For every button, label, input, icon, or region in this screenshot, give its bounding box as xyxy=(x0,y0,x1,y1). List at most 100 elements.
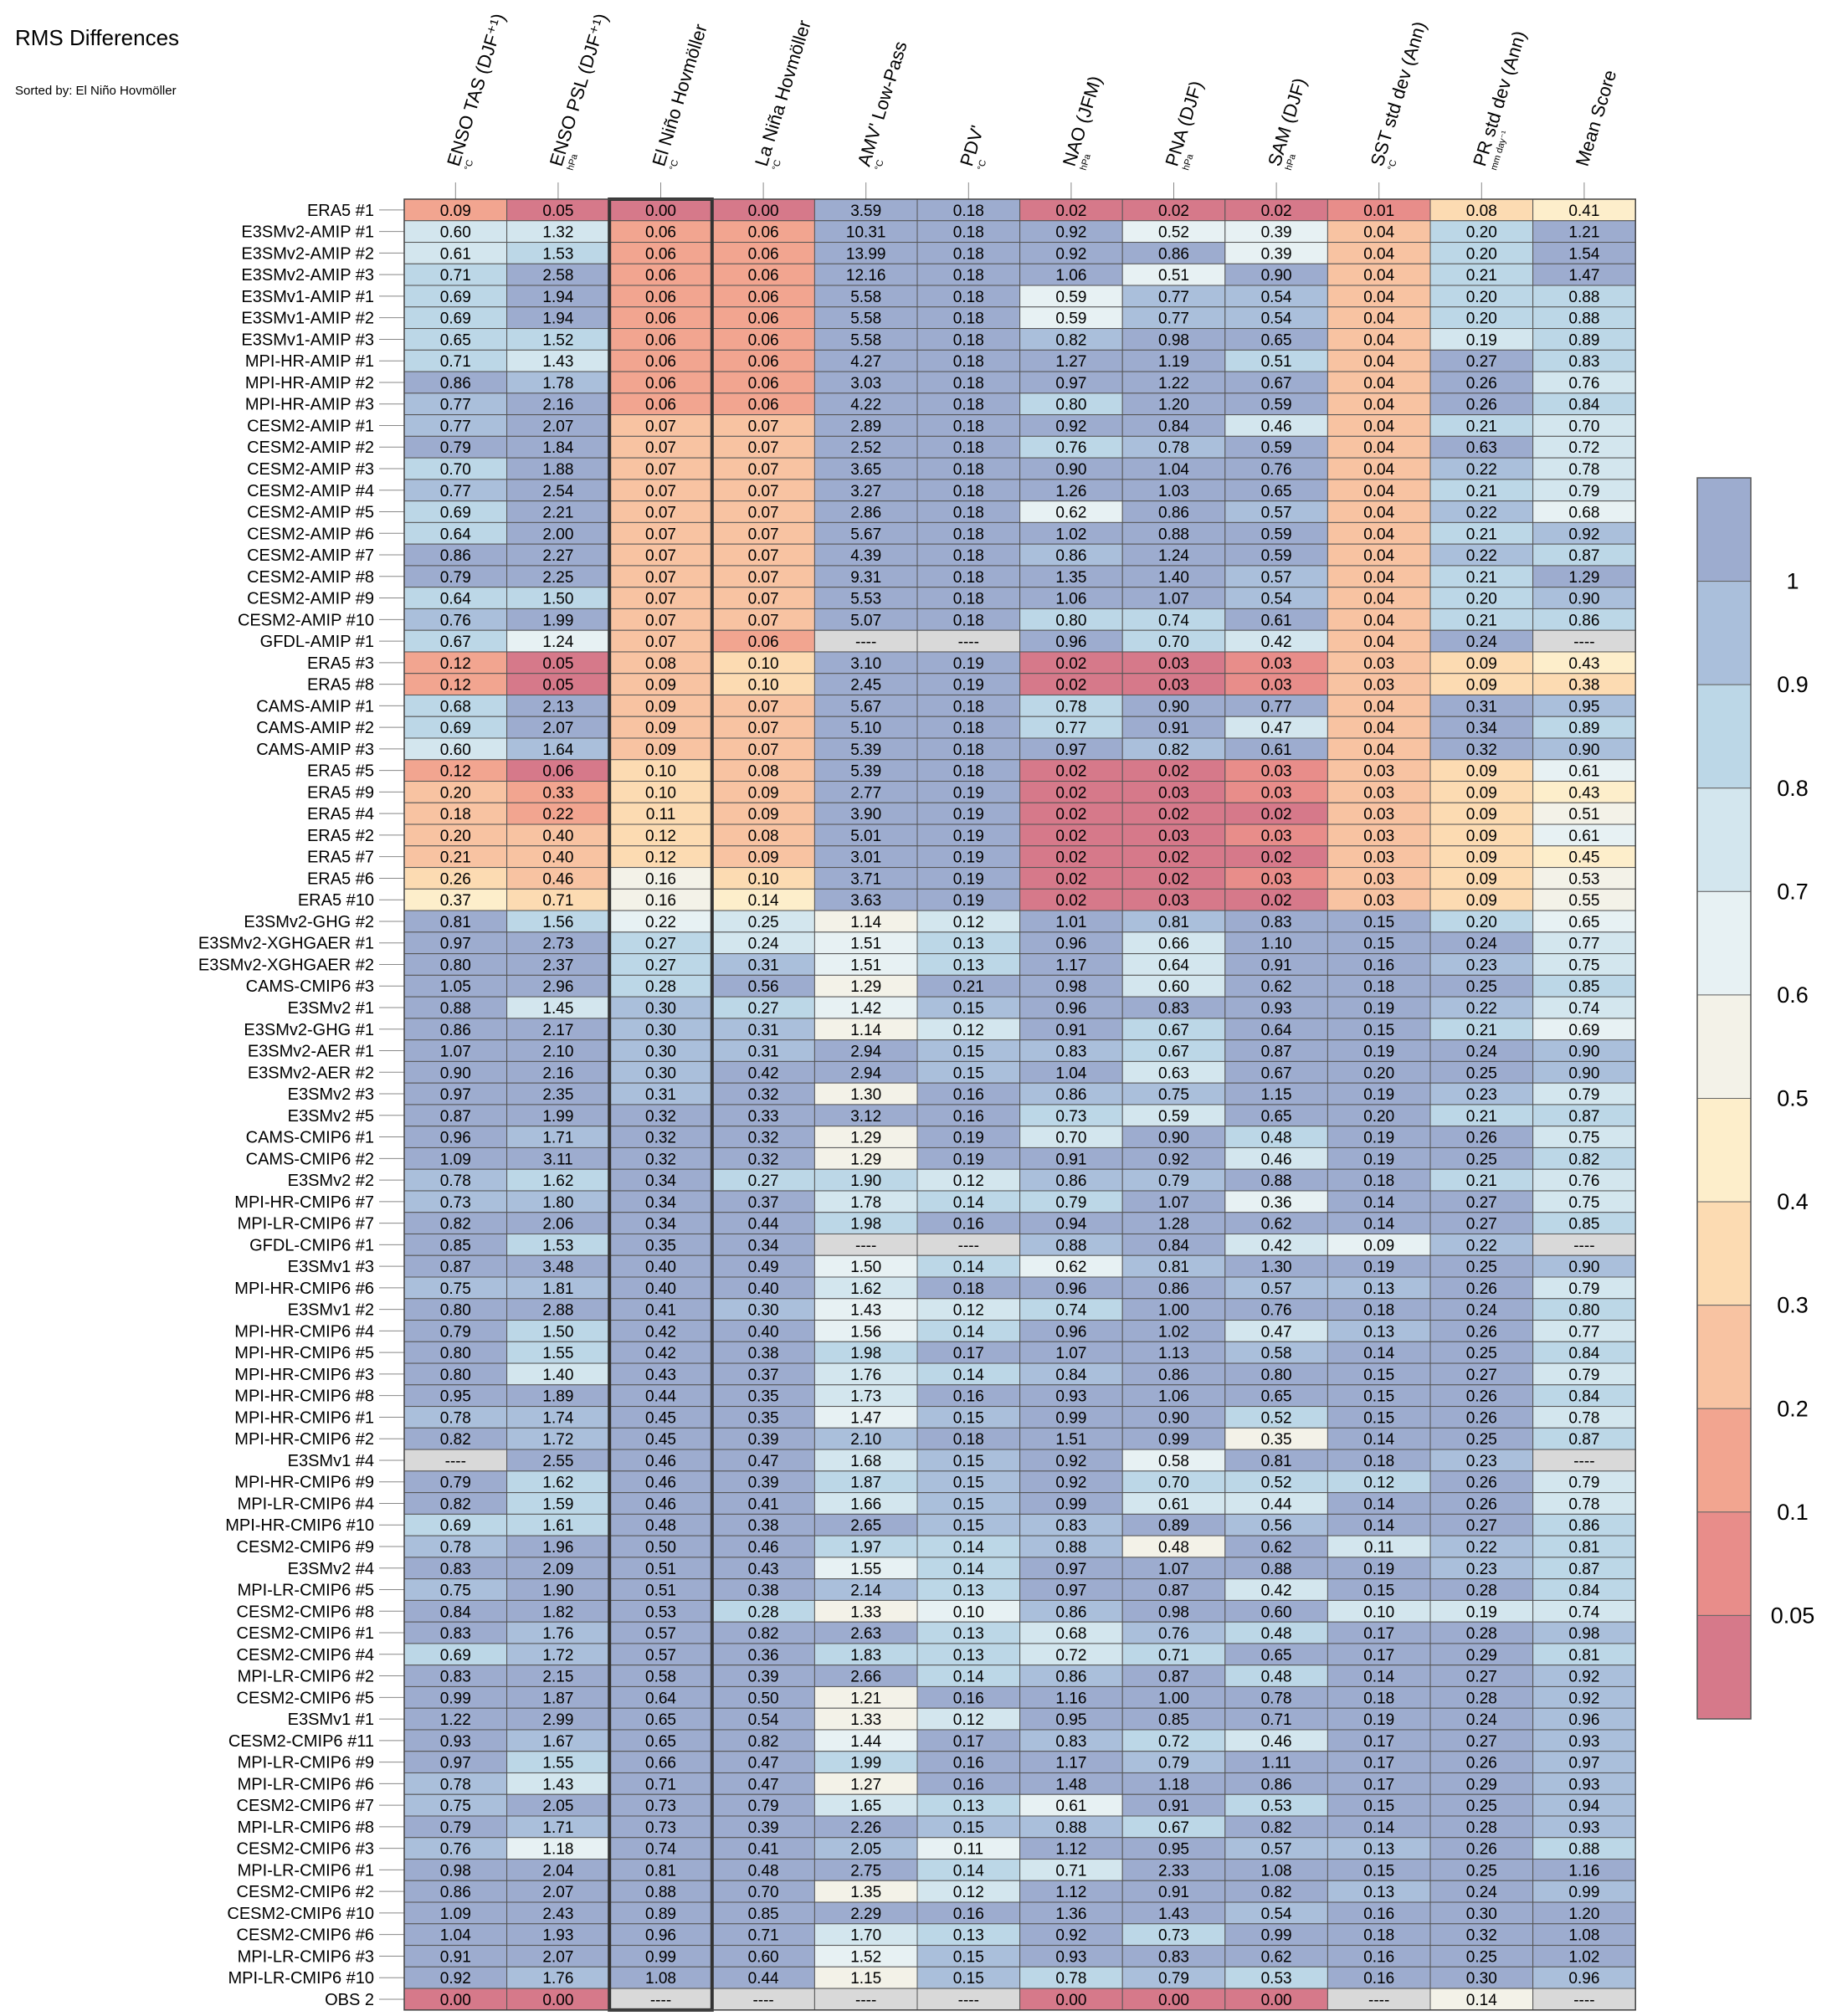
heatmap-cell xyxy=(1121,328,1226,351)
cell-value: 0.07 xyxy=(645,505,676,522)
colorbar-segment xyxy=(1696,1201,1752,1306)
heatmap-cell xyxy=(1224,242,1328,264)
cell-value: 1.32 xyxy=(542,224,573,242)
cell-value: 0.06 xyxy=(645,310,676,328)
cell-value: 0.04 xyxy=(1363,245,1394,263)
cell-value: 0.02 xyxy=(1055,203,1086,220)
cell-value: 1.20 xyxy=(1158,397,1189,414)
heatmap-cell xyxy=(711,479,815,502)
cell-value: 0.46 xyxy=(1261,418,1292,435)
cell-value: 0.06 xyxy=(748,224,779,242)
heatmap-cell xyxy=(608,479,713,502)
heatmap-cell xyxy=(1327,435,1431,459)
heatmap-cell xyxy=(1121,500,1226,523)
column-header-unit: °C xyxy=(771,159,783,172)
cell-value: 0.52 xyxy=(1158,224,1189,242)
heatmap-cell xyxy=(1224,220,1328,244)
cell-value: 0.86 xyxy=(440,547,471,565)
cell-value: 1.24 xyxy=(1158,547,1189,565)
heatmap-cell xyxy=(403,392,508,416)
cell-value: 0.77 xyxy=(440,397,471,414)
column-header-unit: hPa xyxy=(1284,152,1298,172)
heatmap-cell xyxy=(1532,285,1636,308)
cell-value: 2.27 xyxy=(542,547,573,565)
heatmap-cell xyxy=(1429,543,1534,567)
cell-value: 0.04 xyxy=(1363,310,1394,328)
cell-value: 0.04 xyxy=(1363,353,1394,371)
row-label: CESM2-AMIP #4 xyxy=(247,482,374,500)
cell-value: 0.02 xyxy=(1158,203,1189,220)
cell-value: 0.06 xyxy=(748,353,779,371)
cell-value: 0.82 xyxy=(1055,331,1086,349)
heatmap-cell xyxy=(403,521,508,545)
heatmap-cell xyxy=(1532,220,1636,244)
heatmap-cell xyxy=(711,263,815,286)
cell-value: 1.27 xyxy=(1055,353,1086,371)
heatmap-cell xyxy=(1121,414,1226,437)
cell-value: 0.76 xyxy=(1261,461,1292,479)
cell-value: 0.84 xyxy=(1568,397,1599,414)
heatmap-cell xyxy=(1224,198,1328,222)
chart-title: RMS Differences xyxy=(15,25,180,50)
heatmap-cell xyxy=(1327,543,1431,567)
cell-value: 0.92 xyxy=(1055,418,1086,435)
cell-value: 0.20 xyxy=(1466,224,1497,242)
heatmap-cell xyxy=(1532,392,1636,416)
cell-value: 0.88 xyxy=(1158,526,1189,543)
heatmap-cell xyxy=(608,371,713,394)
heatmap-cell xyxy=(506,392,610,416)
heatmap-cell xyxy=(1019,263,1123,286)
cell-value: 1.21 xyxy=(1568,224,1599,242)
row-label: E3SMv2-AMIP #3 xyxy=(241,266,374,285)
heatmap-cell xyxy=(916,242,1021,264)
cell-value: 0.22 xyxy=(1466,547,1497,565)
cell-value: 3.27 xyxy=(850,483,881,500)
cell-value: 0.65 xyxy=(440,331,471,349)
heatmap-cell xyxy=(813,328,918,351)
row-label: CESM2-AMIP #1 xyxy=(247,417,374,435)
cell-value: 0.18 xyxy=(953,267,984,285)
cell-value: 2.25 xyxy=(542,569,573,587)
cell-value: 1.88 xyxy=(542,461,573,479)
heatmap-cell xyxy=(1429,435,1534,459)
colorbar-tick-label: 0.8 xyxy=(1777,776,1809,801)
cell-value: 0.26 xyxy=(1466,397,1497,414)
cell-value: 0.79 xyxy=(1568,483,1599,500)
cell-value: 0.77 xyxy=(1158,289,1189,306)
heatmap-cell xyxy=(916,306,1021,330)
cell-value: 0.59 xyxy=(1261,397,1292,414)
cell-value: 0.07 xyxy=(748,418,779,435)
cell-value: 2.89 xyxy=(850,418,881,435)
cell-value: 0.20 xyxy=(1466,245,1497,263)
heatmap-cell xyxy=(1121,306,1226,330)
cell-value: 4.39 xyxy=(850,547,881,565)
cell-value: 0.79 xyxy=(440,569,471,587)
heatmap-cell xyxy=(711,521,815,545)
heatmap-cell xyxy=(916,457,1021,480)
cell-value: 0.18 xyxy=(953,547,984,565)
heatmap-cell xyxy=(608,328,713,351)
colorbar-segment xyxy=(1696,1305,1752,1409)
cell-value: 0.54 xyxy=(1261,310,1292,328)
cell-value: 1.54 xyxy=(1568,245,1599,263)
cell-value: 0.06 xyxy=(645,331,676,349)
heatmap-cell xyxy=(916,220,1021,244)
colorbar-segment xyxy=(1696,581,1752,685)
heatmap-cell xyxy=(711,414,815,437)
heatmap-cell xyxy=(813,242,918,264)
heatmap-cell xyxy=(608,263,713,286)
heatmap-cell xyxy=(711,371,815,394)
colorbar-segment xyxy=(1696,1614,1752,1720)
column-header-unit: hPa xyxy=(566,152,580,172)
cell-value: 0.07 xyxy=(748,505,779,522)
colorbar-tick-label: 0.4 xyxy=(1777,1189,1809,1214)
colorbar-tick-label: 0.1 xyxy=(1777,1500,1809,1525)
cell-value: 0.07 xyxy=(748,483,779,500)
heatmap-cell xyxy=(608,565,713,588)
cell-value: 0.04 xyxy=(1363,267,1394,285)
cell-value: 5.58 xyxy=(850,289,881,306)
cell-value: 0.77 xyxy=(1158,310,1189,328)
cell-value: 0.04 xyxy=(1363,224,1394,242)
cell-value: 0.04 xyxy=(1363,461,1394,479)
column-header-unit: hPa xyxy=(1181,152,1195,172)
